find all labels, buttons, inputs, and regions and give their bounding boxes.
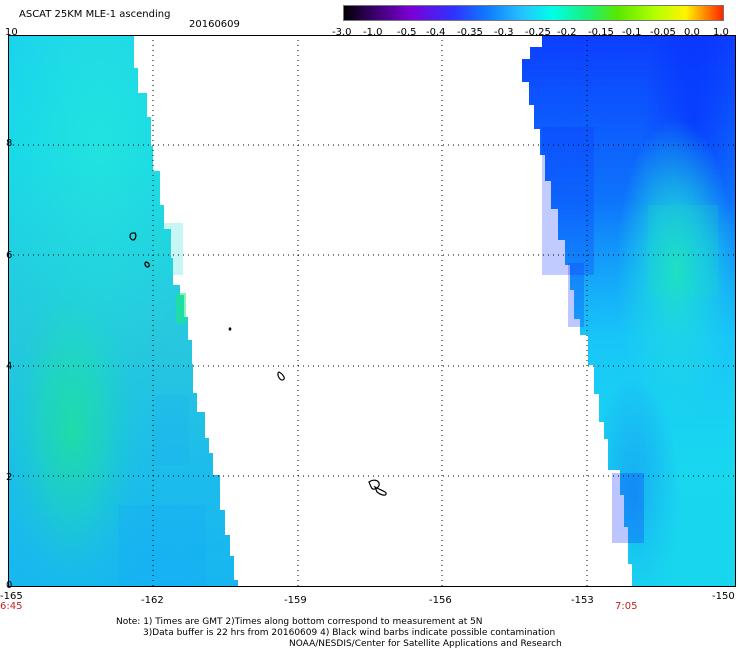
colorbar-tick-label: 1.0 bbox=[713, 27, 729, 38]
y-axis-label: 2 bbox=[6, 472, 13, 483]
island-outline bbox=[144, 261, 150, 268]
colorbar-tick-label: -0.35 bbox=[457, 27, 483, 38]
colorbar-border bbox=[343, 5, 724, 21]
y-axis-label: 8 bbox=[6, 138, 13, 149]
map-canvas bbox=[8, 35, 736, 587]
colorbar-graphic bbox=[343, 5, 724, 21]
colorbar-tick-label: 0.0 bbox=[684, 27, 700, 38]
x-axis-label: -153 bbox=[571, 595, 594, 606]
colorbar-tick-label: -1.0 bbox=[363, 27, 383, 38]
x-axis-label: -165 bbox=[0, 591, 23, 602]
colorbar-tick-label: -3.0 bbox=[332, 27, 352, 38]
colorbar-tick-label: -0.1 bbox=[622, 27, 642, 38]
colorbar-tick-label: -0.05 bbox=[650, 27, 676, 38]
note-line-2: 3)Data buffer is 22 hrs from 20160609 4)… bbox=[143, 628, 556, 638]
x-axis-label: -150 bbox=[712, 591, 735, 602]
y-axis-label: 0 bbox=[6, 580, 13, 591]
y-axis-label: 6 bbox=[6, 250, 13, 261]
map-frame bbox=[8, 35, 736, 587]
time-label-left: 6:45 bbox=[0, 601, 23, 612]
x-axis-label: -162 bbox=[141, 595, 164, 606]
island-outline bbox=[277, 371, 285, 381]
map-date: 20160609 bbox=[189, 19, 240, 30]
colorbar-gradient bbox=[343, 5, 724, 21]
colorbar-tick-label: -0.2 bbox=[557, 27, 577, 38]
left-swath bbox=[8, 35, 238, 587]
x-axis-label: -159 bbox=[284, 595, 307, 606]
right-swath bbox=[522, 35, 736, 587]
y-axis-label: 4 bbox=[6, 361, 13, 372]
colorbar-tick-label: -0.25 bbox=[525, 27, 551, 38]
colorbar-tick-label: -0.3 bbox=[494, 27, 514, 38]
island-outline bbox=[228, 327, 232, 331]
island-outlines bbox=[129, 232, 387, 496]
map-gridlines bbox=[8, 35, 736, 587]
notes-block: Note: 1) Times are GMT 2)Times along bot… bbox=[116, 617, 616, 650]
map-panel bbox=[8, 35, 736, 587]
colorbar-tick-label: -0.5 bbox=[397, 27, 417, 38]
island-outline bbox=[368, 479, 380, 490]
island-outline bbox=[129, 232, 137, 241]
note-line-3: NOAA/NESDIS/Center for Satellite Applica… bbox=[289, 639, 562, 649]
colorbar bbox=[343, 5, 724, 21]
time-label-right: 7:05 bbox=[615, 601, 638, 612]
map-title: ASCAT 25KM MLE-1 ascending bbox=[19, 9, 171, 20]
colorbar-tick-label: -0.4 bbox=[426, 27, 446, 38]
colorbar-tick-label: -0.15 bbox=[588, 27, 614, 38]
note-line-1: Note: 1) Times are GMT 2)Times along bot… bbox=[116, 617, 483, 627]
x-axis-label: -156 bbox=[429, 595, 452, 606]
island-outline bbox=[373, 485, 387, 496]
y-axis-label: 10 bbox=[5, 27, 18, 38]
